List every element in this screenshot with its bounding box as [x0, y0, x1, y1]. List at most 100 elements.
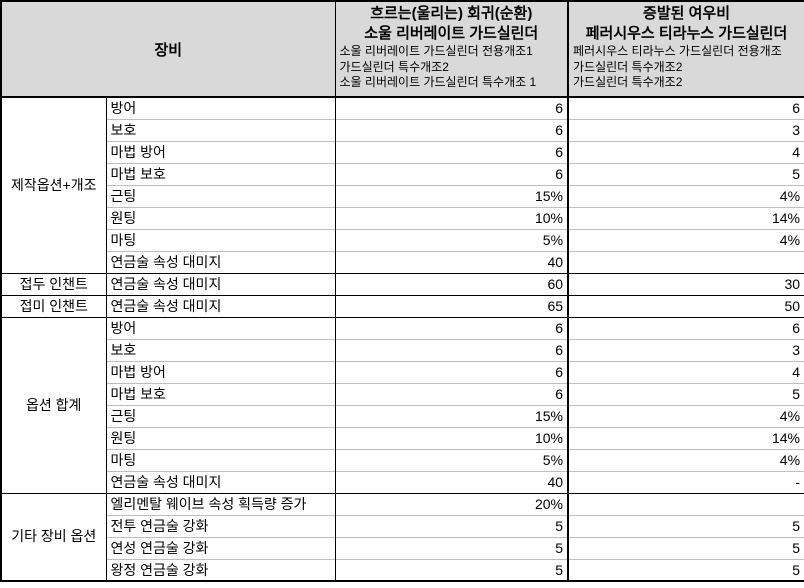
table-row: 마팅 5% 4%: [1, 228, 804, 251]
value-cell-gear2: 5: [568, 514, 804, 537]
value-cell-gear1: 6: [335, 360, 570, 383]
gear1-title-line1: 흐르는(울리는) 회귀(순환): [370, 5, 533, 22]
value-cell-gear1: 65: [335, 294, 570, 317]
value-cell-gear2: 14%: [568, 206, 804, 229]
value-cell-gear2: 4%: [568, 404, 804, 427]
gear1-sub-line3: 소울 리버레이트 가드실린더 특수개조 1: [339, 75, 537, 89]
option-label: 마법 방어: [106, 360, 336, 383]
option-label: 방어: [106, 96, 336, 119]
value-cell-gear1: 6: [335, 140, 570, 163]
option-label: 마팅: [106, 448, 336, 471]
value-cell-gear1: 20%: [335, 492, 570, 515]
value-cell-gear1: 6: [335, 162, 570, 185]
table-row: 마법 방어 6 4: [1, 140, 804, 163]
table-row: 전투 연금술 강화 5 5: [1, 514, 804, 537]
option-label: 연금술 속성 대미지: [106, 272, 336, 295]
value-cell-gear2: 5: [568, 558, 804, 581]
table-row: 마법 보호 6 5: [1, 162, 804, 185]
value-cell-gear2: 30: [568, 272, 804, 295]
table-row: 연금술 속성 대미지 40: [1, 250, 804, 273]
gear1-title-line2: 소울 리버레이트 가드실린더: [364, 25, 539, 42]
option-label: 원팅: [106, 206, 336, 229]
option-label: 마법 보호: [106, 382, 336, 405]
option-label: 연금술 속성 대미지: [106, 294, 336, 317]
table-row: 근팅 15% 4%: [1, 404, 804, 427]
value-cell-gear2: 5: [568, 382, 804, 405]
table-row: 기타 장비 옵션 엘리멘탈 웨이브 속성 획득량 증가 20%: [1, 492, 804, 581]
option-label: 엘리멘탈 웨이브 속성 획득량 증가: [106, 492, 336, 515]
gear2-sub-line2: 가드실린더 특수개조2: [573, 59, 683, 74]
table-row: 연금술 속성 대미지 40 -: [1, 470, 804, 493]
option-label: 연금술 속성 대미지: [106, 250, 336, 273]
table-row: 옵션 합계 방어 6 6: [1, 316, 804, 493]
option-label: 연금술 속성 대미지: [106, 470, 336, 493]
gear1-sub-line1: 소울 리버레이트 가드실린더 전용개조1: [339, 44, 533, 58]
table-row: 원팅 10% 14%: [1, 206, 804, 229]
option-label: 전투 연금술 강화: [106, 514, 336, 537]
value-cell-gear2: 6: [568, 96, 804, 119]
option-label: 왕정 연금술 강화: [106, 558, 336, 581]
table-row: 보호 6 3: [1, 118, 804, 141]
option-label: 근팅: [106, 404, 336, 427]
option-label: 마법 방어: [106, 140, 336, 163]
value-cell-gear1: 5: [335, 536, 570, 559]
option-label: 마법 보호: [106, 162, 336, 185]
option-label: 보호: [106, 118, 336, 141]
table-row: 연성 연금술 강화 5 5: [1, 536, 804, 559]
value-cell-gear2: 4%: [568, 228, 804, 251]
value-cell-gear1: 6: [335, 338, 570, 361]
table-row: 왕정 연금술 강화 5 5: [1, 558, 804, 581]
table-row: 원팅 10% 14%: [1, 426, 804, 449]
value-cell-gear1: 6: [335, 382, 570, 405]
value-cell-gear1: 6: [335, 316, 570, 339]
gear1-header-cell: 흐르는(울리는) 회귀(순환) 소울 리버레이트 가드실린더 소울 리버레이트 …: [335, 1, 570, 98]
value-cell-gear2: 6: [568, 316, 804, 339]
value-cell-gear1: 6: [335, 118, 570, 141]
gear2-title-line1: 증발된 여우비: [643, 5, 730, 22]
value-cell-gear2: 3: [568, 338, 804, 361]
value-cell-gear2: 4: [568, 140, 804, 163]
value-cell-gear1: 60: [335, 272, 570, 295]
value-cell-gear2: 3: [568, 118, 804, 141]
equip-header-cell: 장비: [1, 1, 336, 98]
table-row: 마법 보호 6 5: [1, 382, 804, 405]
option-label: 보호: [106, 338, 336, 361]
value-cell-gear1: 5%: [335, 228, 570, 251]
category-cell: 접미 인챈트: [1, 294, 107, 317]
table-row: 제작옵션+개조 방어 6 6: [1, 96, 804, 273]
value-cell-gear1: 40: [335, 250, 570, 273]
option-label: 방어: [106, 316, 336, 339]
value-cell-gear2: 5: [568, 536, 804, 559]
category-cell: 옵션 합계: [1, 316, 107, 493]
table-row: 접미 인챈트 연금술 속성 대미지 65 50: [1, 294, 804, 317]
table-row: 보호 6 3: [1, 338, 804, 361]
value-cell-gear2: 14%: [568, 426, 804, 449]
category-cell: 제작옵션+개조: [1, 96, 107, 273]
option-label: 연성 연금술 강화: [106, 536, 336, 559]
value-cell-gear1: 15%: [335, 404, 570, 427]
gear1-sub-line2: 가드실린더 특수개조2: [339, 59, 449, 74]
value-cell-gear2: [568, 492, 804, 515]
table-row: 마법 방어 6 4: [1, 360, 804, 383]
value-cell-gear2: 4%: [568, 184, 804, 207]
category-cell: 기타 장비 옵션: [1, 492, 107, 581]
header-row: 장비 흐르는(울리는) 회귀(순환) 소울 리버레이트 가드실린더 소울 리버레…: [1, 1, 804, 98]
gear2-header-cell: 증발된 여우비 페러시우스 티라누스 가드실린더 페러시우스 티라누스 가드실린…: [568, 1, 804, 98]
table-row: 접두 인챈트 연금술 속성 대미지 60 30: [1, 272, 804, 295]
value-cell-gear2: -: [568, 470, 804, 493]
value-cell-gear2: 50: [568, 294, 804, 317]
category-cell: 접두 인챈트: [1, 272, 107, 295]
table-row: 마팅 5% 4%: [1, 448, 804, 471]
value-cell-gear2: [568, 250, 804, 273]
value-cell-gear1: 10%: [335, 426, 570, 449]
value-cell-gear2: 4: [568, 360, 804, 383]
gear2-title-line2: 페러시우스 티라누스 가드실린더: [585, 25, 788, 42]
gear2-sub-line1: 페러시우스 티라누스 가드실린더 전용개조: [573, 44, 782, 58]
gear2-sub-line3: 가드실린더 특수개조2: [573, 75, 683, 89]
value-cell-gear1: 5: [335, 558, 570, 581]
value-cell-gear1: 5%: [335, 448, 570, 471]
value-cell-gear2: 4%: [568, 448, 804, 471]
option-label: 원팅: [106, 426, 336, 449]
value-cell-gear1: 40: [335, 470, 570, 493]
